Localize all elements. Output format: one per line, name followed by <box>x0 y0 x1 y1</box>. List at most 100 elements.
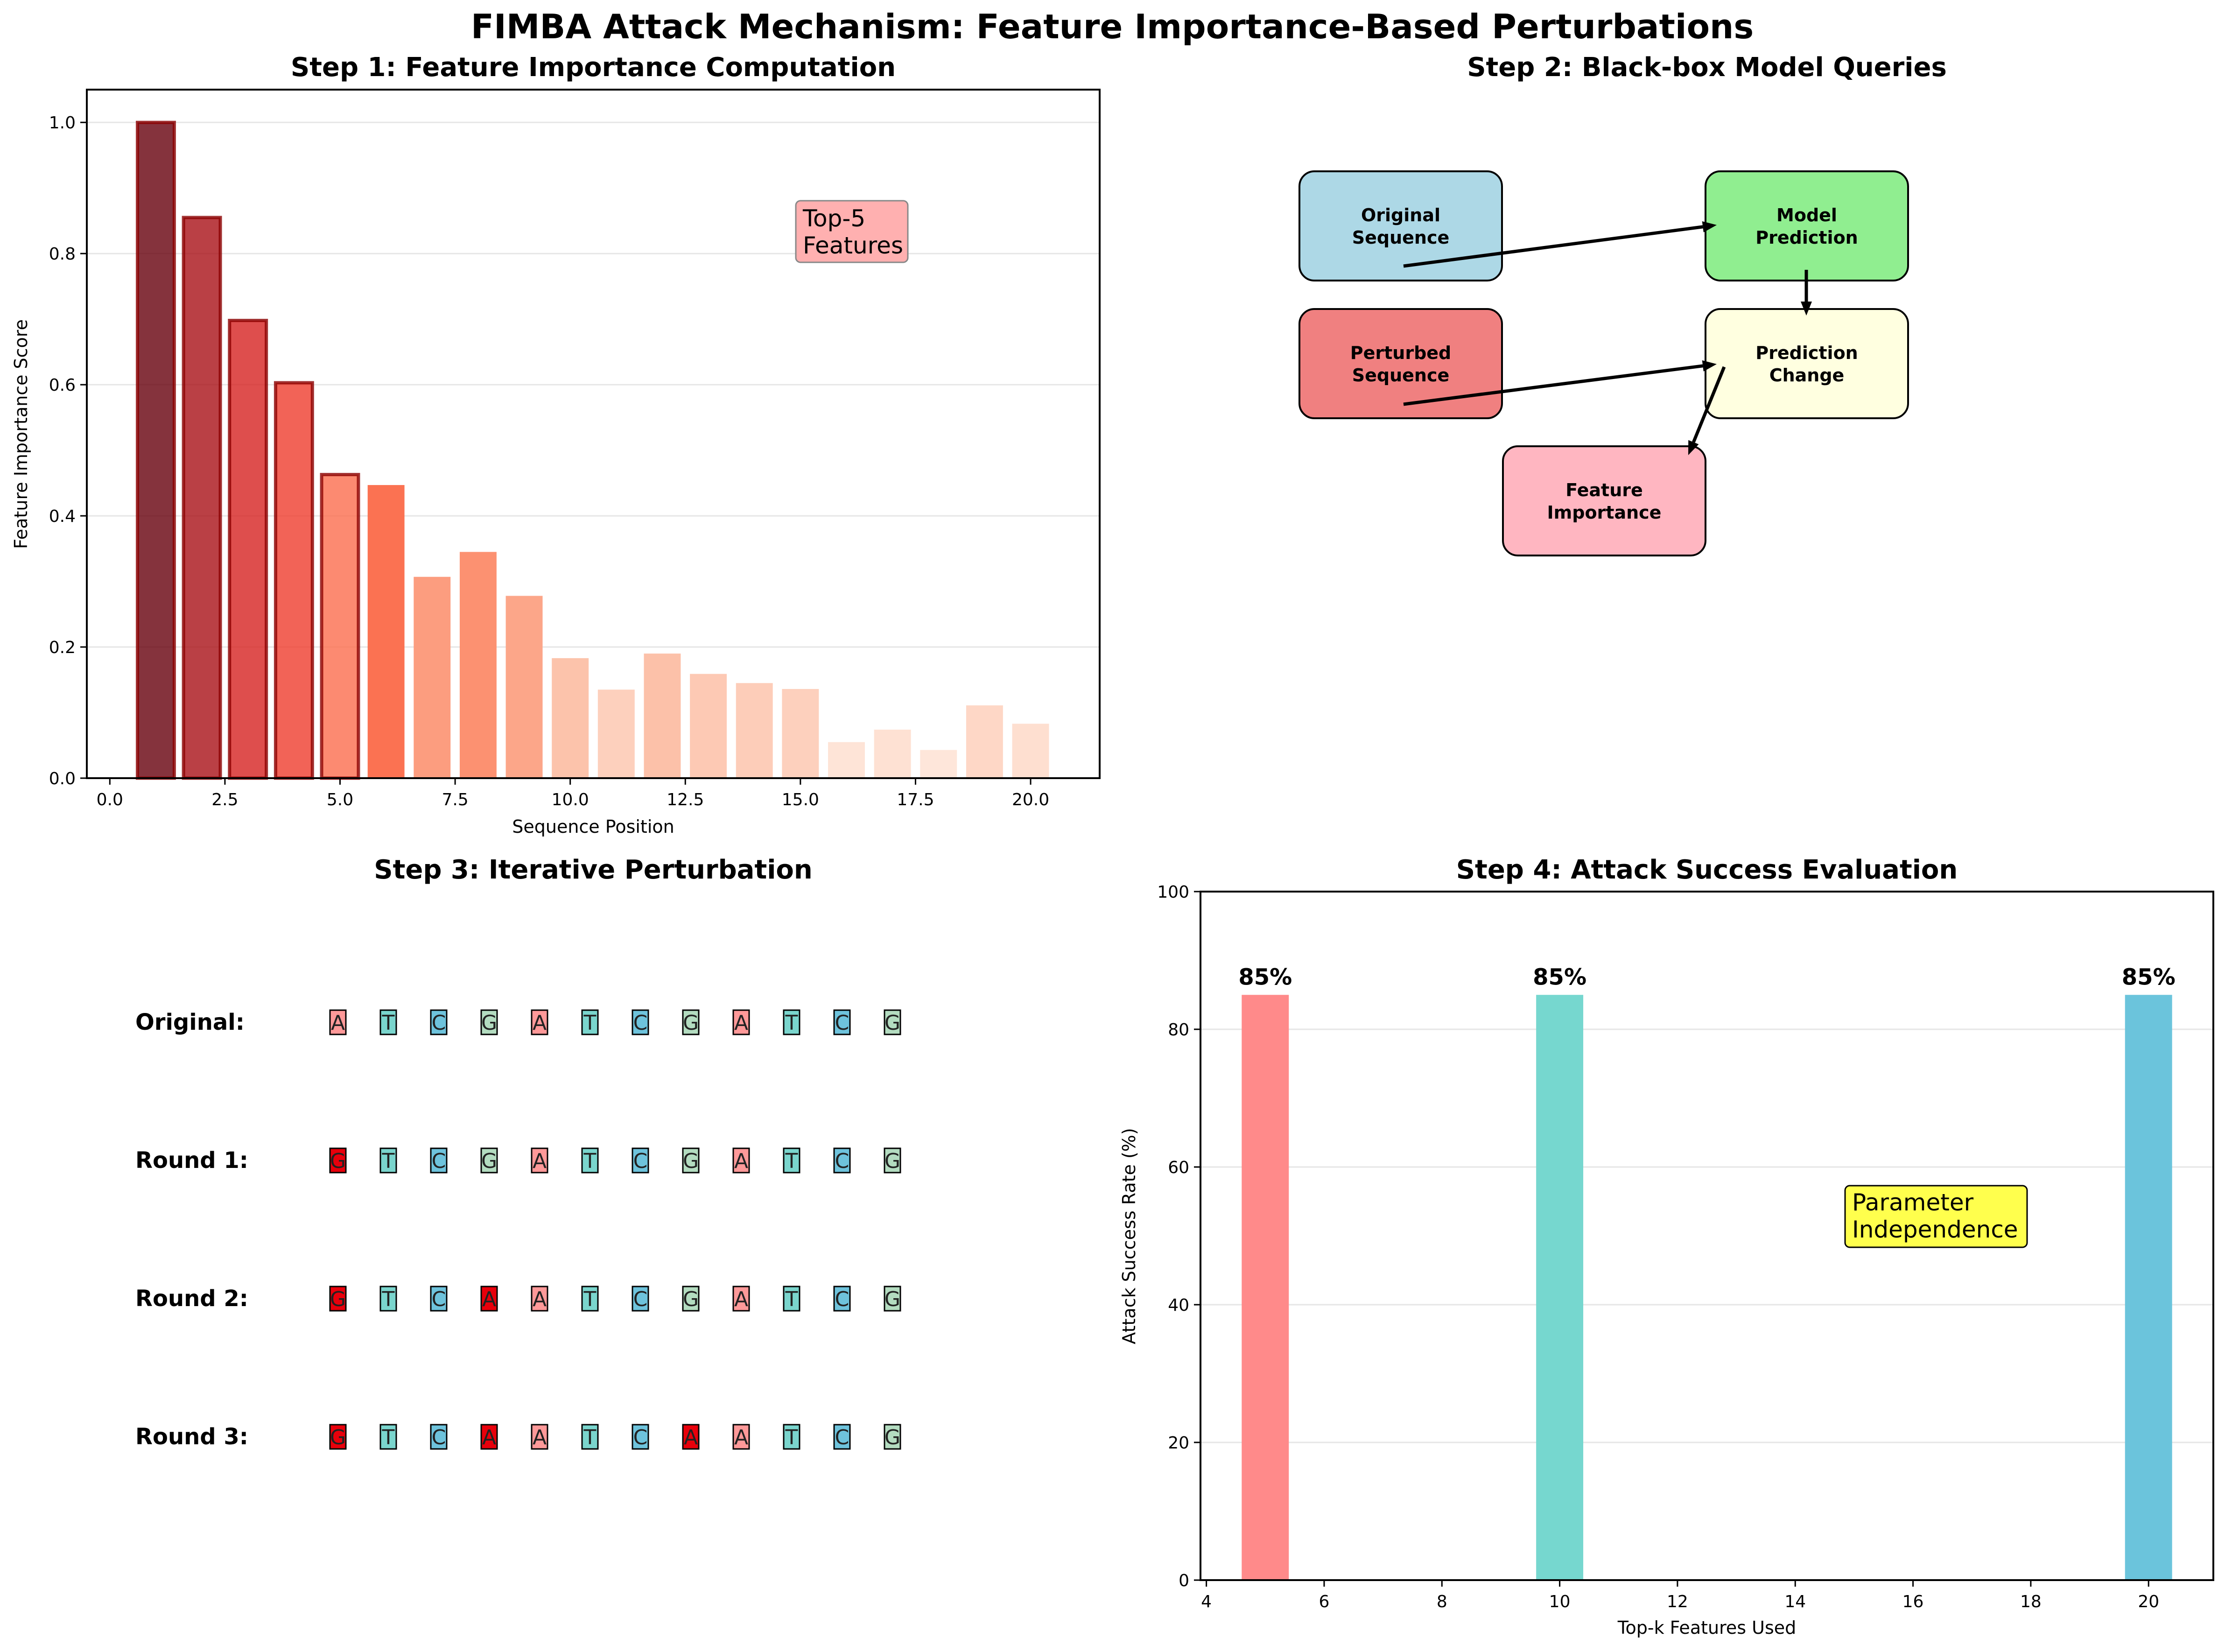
panel1-bar <box>828 742 865 778</box>
sequence-base: T <box>783 1009 800 1035</box>
sequence-base: C <box>430 1009 448 1035</box>
sequence-base: T <box>783 1147 800 1174</box>
sequence-base: C <box>632 1009 649 1035</box>
svg-text:C: C <box>633 1287 648 1311</box>
sequence-row: Original: A T C G A T C G A T C G <box>135 1009 901 1035</box>
sequence-base: C <box>430 1147 448 1174</box>
diagram-node-importance: Feature Importance <box>1502 445 1706 556</box>
sequence-base: G <box>682 1286 700 1312</box>
panel1-xtick-label: 2.5 <box>211 790 238 809</box>
panel1-ytick-label: 0.6 <box>49 376 76 395</box>
panel4-xtick-label: 4 <box>1201 1592 1212 1611</box>
panel-step4: Step 4: Attack Success Evaluation 85% 85%… <box>1119 855 2214 1638</box>
diagram-arrow-perturbed-change <box>1403 360 1717 406</box>
svg-text:C: C <box>835 1149 849 1173</box>
panel1-ytick-label: 0.0 <box>49 769 76 788</box>
panel4-ytick-label: 40 <box>1168 1296 1189 1315</box>
panel1-bar <box>414 576 451 778</box>
panel1-bar <box>459 552 497 778</box>
sequence-base: A <box>531 1147 548 1174</box>
svg-text:C: C <box>633 1426 648 1449</box>
sequence-base: T <box>379 1424 397 1450</box>
sequence-base: A <box>732 1424 750 1450</box>
panel1-title: Step 1: Feature Importance Computation <box>291 52 896 83</box>
diagram-node-original: Original Sequence <box>1299 170 1503 281</box>
sequence-row-label: Round 2: <box>135 1286 248 1312</box>
diagram-node-change: Prediction Change <box>1705 308 1909 419</box>
panel4-xtick-label: 10 <box>1549 1592 1571 1611</box>
sequence-base: C <box>833 1147 851 1174</box>
svg-text:G: G <box>330 1287 346 1311</box>
sequence-base: C <box>833 1286 851 1312</box>
svg-text:T: T <box>583 1011 597 1035</box>
panel4-bar-label: 85% <box>2122 964 2176 990</box>
panel4-xtick-label: 20 <box>2138 1592 2159 1611</box>
svg-text:C: C <box>432 1011 446 1035</box>
panel4-bar-label: 85% <box>1533 964 1586 990</box>
sequence-base: G <box>480 1147 498 1174</box>
panel1-bar <box>874 730 911 778</box>
panel4-bar-label: 85% <box>1238 964 1292 990</box>
panel1-xtick-label: 15.0 <box>782 790 819 809</box>
svg-text:G: G <box>884 1287 900 1311</box>
panel1-xtick-label: 0.0 <box>97 790 123 809</box>
panel-step3: Step 3: Iterative Perturbation Original:… <box>135 855 901 1450</box>
panel4-ytick-label: 100 <box>1157 883 1189 902</box>
svg-text:T: T <box>785 1426 798 1449</box>
sequence-base: T <box>379 1286 397 1312</box>
sequence-base: T <box>581 1147 599 1174</box>
sequence-base: A <box>732 1009 750 1035</box>
svg-text:A: A <box>533 1287 547 1311</box>
svg-text:T: T <box>785 1287 798 1311</box>
diagram-arrow-model-change <box>1801 270 1812 316</box>
sequence-base: C <box>632 1286 649 1312</box>
panel4-ytick-label: 60 <box>1168 1158 1189 1177</box>
svg-text:G: G <box>481 1011 497 1035</box>
panel4-xlabel: Top-k Features Used <box>1617 1617 1797 1638</box>
svg-text:T: T <box>382 1426 395 1449</box>
svg-text:G: G <box>683 1287 699 1311</box>
panel1-xtick-label: 10.0 <box>552 790 589 809</box>
diagram-arrow-change-importance <box>1688 366 1726 455</box>
svg-text:A: A <box>734 1149 748 1173</box>
svg-text:C: C <box>432 1426 446 1449</box>
sequence-base: G <box>884 1424 901 1450</box>
panel1-xtick-label: 12.5 <box>667 790 704 809</box>
sequence-base: G <box>329 1424 347 1450</box>
svg-text:A: A <box>533 1011 547 1035</box>
panel1-bar <box>320 473 360 780</box>
svg-text:G: G <box>884 1149 900 1173</box>
svg-text:T: T <box>785 1149 798 1173</box>
panel1-bar <box>690 674 727 778</box>
sequence-base: C <box>833 1424 851 1450</box>
panel1-bar <box>644 654 681 778</box>
svg-text:C: C <box>432 1287 446 1311</box>
svg-text:T: T <box>583 1149 597 1173</box>
sequence-base: G <box>480 1009 498 1035</box>
panel1-annotation: Top-5 Features <box>795 200 909 263</box>
sequence-row: Round 1: G T C G A T C G A T C G <box>135 1147 901 1174</box>
sequence-row-label: Original: <box>135 1009 245 1035</box>
svg-text:A: A <box>482 1287 496 1311</box>
diagram-arrow-original-model <box>1403 221 1717 268</box>
sequence-base: A <box>480 1286 498 1312</box>
sequence-base: T <box>581 1424 599 1450</box>
sequence-base: A <box>531 1424 548 1450</box>
sequence-base: T <box>379 1147 397 1174</box>
svg-text:A: A <box>684 1426 698 1449</box>
svg-text:C: C <box>633 1149 648 1173</box>
svg-text:T: T <box>583 1426 597 1449</box>
sequence-base: C <box>430 1424 448 1450</box>
panel4-ytick-label: 80 <box>1168 1020 1189 1040</box>
svg-text:A: A <box>482 1426 496 1449</box>
panel4-bar <box>1242 995 1289 1580</box>
panel1-bar <box>736 683 773 778</box>
panel1-xtick-label: 17.5 <box>897 790 934 809</box>
svg-text:C: C <box>835 1011 849 1035</box>
panel4-bar <box>2125 995 2172 1580</box>
diagram-node-perturbed: Perturbed Sequence <box>1299 308 1503 419</box>
